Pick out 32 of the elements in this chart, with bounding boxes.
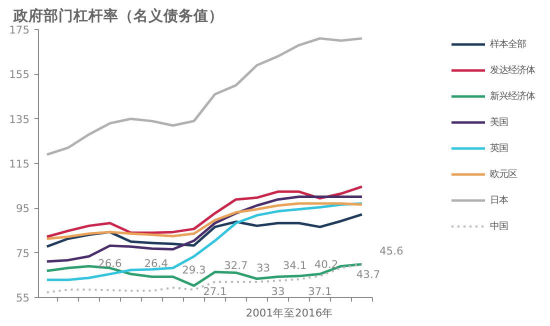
x-axis-title: 2001年至2016年 <box>246 306 334 320</box>
legend-label: 日本 <box>490 194 509 206</box>
legend-label: 英国 <box>490 142 509 154</box>
y-tick-label: 135 <box>9 112 30 126</box>
y-tick-label: 175 <box>9 24 30 36</box>
annotation: 26.4 <box>144 256 168 270</box>
legend-label: 新兴经济体 <box>490 90 535 102</box>
line-series <box>46 37 364 156</box>
legend-label: 样本全部 <box>490 38 526 50</box>
annotation: 29.3 <box>182 264 206 277</box>
annotation: 32.7 <box>224 259 248 272</box>
y-tick-label: 75 <box>16 246 30 260</box>
legend-label: 欧元区 <box>490 168 517 180</box>
annotation: 34.1 <box>282 259 307 272</box>
annotation: 33 <box>271 285 285 298</box>
y-tick-label: 155 <box>9 68 30 82</box>
chart-title: 政府部门杠杆率（名义债务值） <box>12 6 224 24</box>
y-tick-label: 55 <box>16 292 30 304</box>
y-tick-label: 95 <box>16 202 30 216</box>
legend-label: 中国 <box>490 220 509 232</box>
annotation: 43.7 <box>356 268 380 282</box>
line-series <box>46 185 364 238</box>
annotation: 33 <box>256 261 270 274</box>
legend-label: 发达经济体 <box>490 64 535 76</box>
annotation: 26.6 <box>98 256 122 270</box>
annotation: 27.1 <box>203 285 227 298</box>
annotation: 40.2 <box>314 258 338 271</box>
y-tick-label: 115 <box>9 158 30 170</box>
line-series <box>46 202 364 240</box>
legend-label: 美国 <box>490 116 509 128</box>
text: 45.6 <box>380 244 404 258</box>
annotation: 37.1 <box>308 285 332 298</box>
